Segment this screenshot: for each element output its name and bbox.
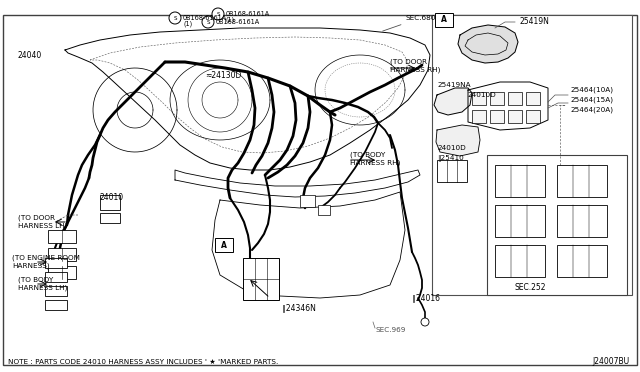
Bar (472, 92, 486, 105)
Bar (432, 15, 632, 295)
Text: NOTE : PARTS CODE 24010 HARNESS ASSY INCLUDES ' ★ 'MARKED PARTS.: NOTE : PARTS CODE 24010 HARNESS ASSY INC… (8, 359, 278, 365)
Text: SEC.252: SEC.252 (515, 283, 546, 292)
Bar (508, 92, 522, 105)
Bar (495, 245, 545, 277)
Text: S: S (206, 19, 210, 25)
Text: HARNESS RH): HARNESS RH) (350, 160, 401, 166)
Circle shape (169, 12, 181, 24)
Polygon shape (434, 88, 472, 115)
Text: A: A (441, 16, 447, 25)
Text: 0B168-6161A: 0B168-6161A (216, 19, 260, 25)
Text: SEC.969: SEC.969 (375, 327, 405, 333)
Bar (215, 238, 233, 252)
Text: 25419N: 25419N (520, 17, 550, 26)
Bar (490, 92, 504, 105)
Text: (TO DOOR: (TO DOOR (18, 215, 55, 221)
Bar (300, 195, 315, 207)
Text: ∥25410: ∥25410 (437, 154, 464, 161)
Bar (437, 160, 467, 182)
Bar (526, 92, 540, 105)
Text: 24010D: 24010D (437, 145, 466, 151)
Circle shape (202, 16, 214, 28)
Bar (48, 230, 76, 243)
Text: S: S (216, 12, 220, 16)
Text: ≂24130D: ≂24130D (205, 71, 241, 80)
Bar (48, 266, 76, 279)
Text: 25464(15A): 25464(15A) (570, 97, 613, 103)
Text: 24010D: 24010D (467, 92, 496, 98)
Text: 0B168-6161A: 0B168-6161A (183, 15, 227, 21)
Bar (45, 300, 67, 310)
Text: 0B168-6161A: 0B168-6161A (226, 11, 270, 17)
Bar (100, 195, 120, 210)
Text: 25419NA: 25419NA (437, 82, 470, 88)
Text: (TO DOOR: (TO DOOR (390, 59, 427, 65)
Bar (100, 213, 120, 223)
Bar (508, 110, 522, 123)
Text: 25464(20A): 25464(20A) (570, 107, 613, 113)
Bar (557, 165, 607, 197)
Circle shape (212, 8, 224, 20)
Text: (TO BODY: (TO BODY (18, 277, 53, 283)
Bar (487, 155, 627, 295)
Bar (45, 258, 67, 268)
Text: A: A (221, 241, 227, 250)
Bar (495, 165, 545, 197)
Bar (557, 205, 607, 237)
Bar (495, 205, 545, 237)
Text: (1): (1) (226, 17, 235, 23)
Text: HARNESS LH): HARNESS LH) (18, 223, 67, 229)
Bar (243, 258, 279, 300)
Bar (490, 110, 504, 123)
Polygon shape (436, 125, 480, 156)
Circle shape (421, 318, 429, 326)
Text: 25464(10A): 25464(10A) (570, 87, 613, 93)
Text: HARNESS): HARNESS) (12, 263, 50, 269)
Polygon shape (458, 25, 518, 63)
Bar (48, 248, 76, 261)
Text: (TO BODY: (TO BODY (350, 152, 385, 158)
Text: HARNESS RH): HARNESS RH) (390, 67, 440, 73)
Text: J24007BU: J24007BU (593, 357, 630, 366)
Text: S: S (173, 16, 177, 20)
Bar (472, 110, 486, 123)
Text: (1): (1) (183, 21, 192, 27)
Bar (318, 205, 330, 215)
Bar (435, 13, 453, 27)
Text: ∥24346N: ∥24346N (282, 304, 316, 312)
Bar (45, 272, 67, 282)
Text: (TO ENGINE ROOM: (TO ENGINE ROOM (12, 255, 80, 261)
Text: 24010: 24010 (100, 193, 124, 202)
Text: HARNESS LH): HARNESS LH) (18, 285, 67, 291)
Text: ∥24016: ∥24016 (412, 294, 440, 302)
Text: SEC.680: SEC.680 (383, 15, 435, 31)
Bar (526, 110, 540, 123)
Bar (45, 286, 67, 296)
Bar (557, 245, 607, 277)
Text: 24040: 24040 (18, 51, 42, 60)
